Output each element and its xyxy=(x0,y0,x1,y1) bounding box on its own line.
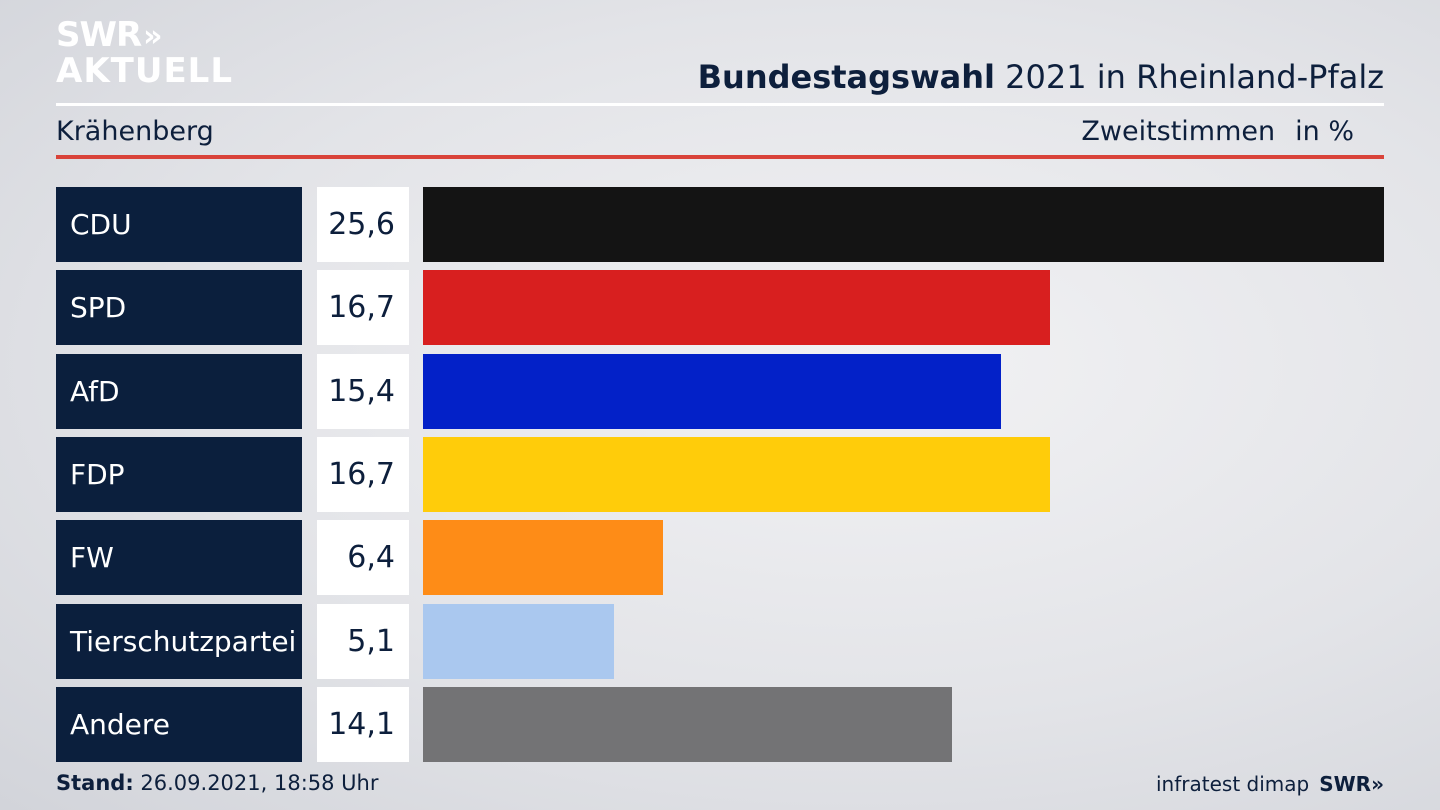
party-label: SPD xyxy=(56,270,302,345)
bar xyxy=(423,187,1384,262)
chart-title-bold: Bundestagswahl xyxy=(697,58,995,96)
bar xyxy=(423,520,663,595)
bar-row-afd: AfD 15,4 xyxy=(56,354,1384,429)
bar-row-fdp: FDP 16,7 xyxy=(56,437,1384,512)
footer-swr-logo: SWR» xyxy=(1319,772,1384,796)
swr-aktuell-logo: SWR» AKTUELL xyxy=(56,18,233,88)
bar xyxy=(423,354,1001,429)
bar xyxy=(423,270,1050,345)
value-label: 16,7 xyxy=(317,437,409,512)
value-label: 25,6 xyxy=(317,187,409,262)
chart-title-rest: 2021 in Rheinland-Pfalz xyxy=(995,58,1384,96)
bar-row-tierschutzpartei: Tierschutzpartei 5,1 xyxy=(56,604,1384,679)
bar-row-spd: SPD 16,7 xyxy=(56,270,1384,345)
timestamp-value: 26.09.2021, 18:58 Uhr xyxy=(133,771,379,795)
source-credit: infratest dimap SWR» xyxy=(1156,772,1384,796)
logo-aktuell: AKTUELL xyxy=(56,51,234,91)
logo-arrows-icon: » xyxy=(143,19,163,54)
logo-swr: SWR» xyxy=(56,15,163,55)
header-divider xyxy=(56,103,1384,106)
party-label: FW xyxy=(56,520,302,595)
unit-text: in % xyxy=(1295,116,1354,147)
measure-text: Zweitstimmen xyxy=(1081,116,1276,147)
value-label: 5,1 xyxy=(317,604,409,679)
party-label: FDP xyxy=(56,437,302,512)
value-label: 6,4 xyxy=(317,520,409,595)
bar xyxy=(423,604,614,679)
party-label: Andere xyxy=(56,687,302,762)
accent-divider xyxy=(56,155,1384,159)
bar xyxy=(423,687,952,762)
value-label: 15,4 xyxy=(317,354,409,429)
bar xyxy=(423,437,1050,512)
bar-row-fw: FW 6,4 xyxy=(56,520,1384,595)
party-label: CDU xyxy=(56,187,302,262)
party-label: AfD xyxy=(56,354,302,429)
value-label: 16,7 xyxy=(317,270,409,345)
bar-row-andere: Andere 14,1 xyxy=(56,687,1384,762)
location-label: Krähenberg xyxy=(56,116,214,147)
party-label: Tierschutzpartei xyxy=(56,604,302,679)
timestamp-label: Stand: xyxy=(56,771,134,795)
timestamp: Stand: 26.09.2021, 18:58 Uhr xyxy=(56,771,379,795)
source-text: infratest dimap xyxy=(1156,772,1310,796)
chart-title: Bundestagswahl 2021 in Rheinland-Pfalz xyxy=(698,58,1384,96)
measure-label: Zweitstimmen in % xyxy=(1081,116,1354,147)
bar-row-cdu: CDU 25,6 xyxy=(56,187,1384,262)
value-label: 14,1 xyxy=(317,687,409,762)
